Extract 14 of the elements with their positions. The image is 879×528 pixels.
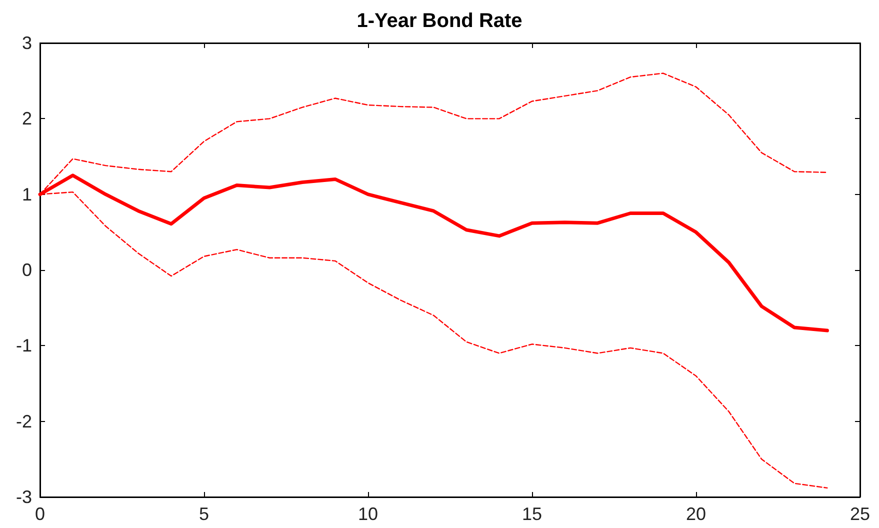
y-tick-label: 3 bbox=[22, 33, 32, 53]
y-tick-label: 0 bbox=[22, 260, 32, 280]
x-tick-label: 20 bbox=[686, 504, 706, 524]
x-tick-label: 15 bbox=[522, 504, 542, 524]
y-tick-label: 2 bbox=[22, 108, 32, 129]
x-tick-label: 0 bbox=[34, 504, 46, 524]
x-tick-label: 25 bbox=[850, 504, 870, 524]
y-tick-label: -2 bbox=[16, 411, 32, 432]
y-tick-label: 1 bbox=[22, 184, 32, 204]
x-tick-label: 10 bbox=[358, 504, 378, 524]
x-tick-label: 5 bbox=[198, 504, 210, 524]
y-tick-label: -3 bbox=[16, 487, 32, 507]
y-tick-label: -1 bbox=[16, 336, 32, 356]
chart-title: 1-Year Bond Rate bbox=[356, 10, 522, 32]
